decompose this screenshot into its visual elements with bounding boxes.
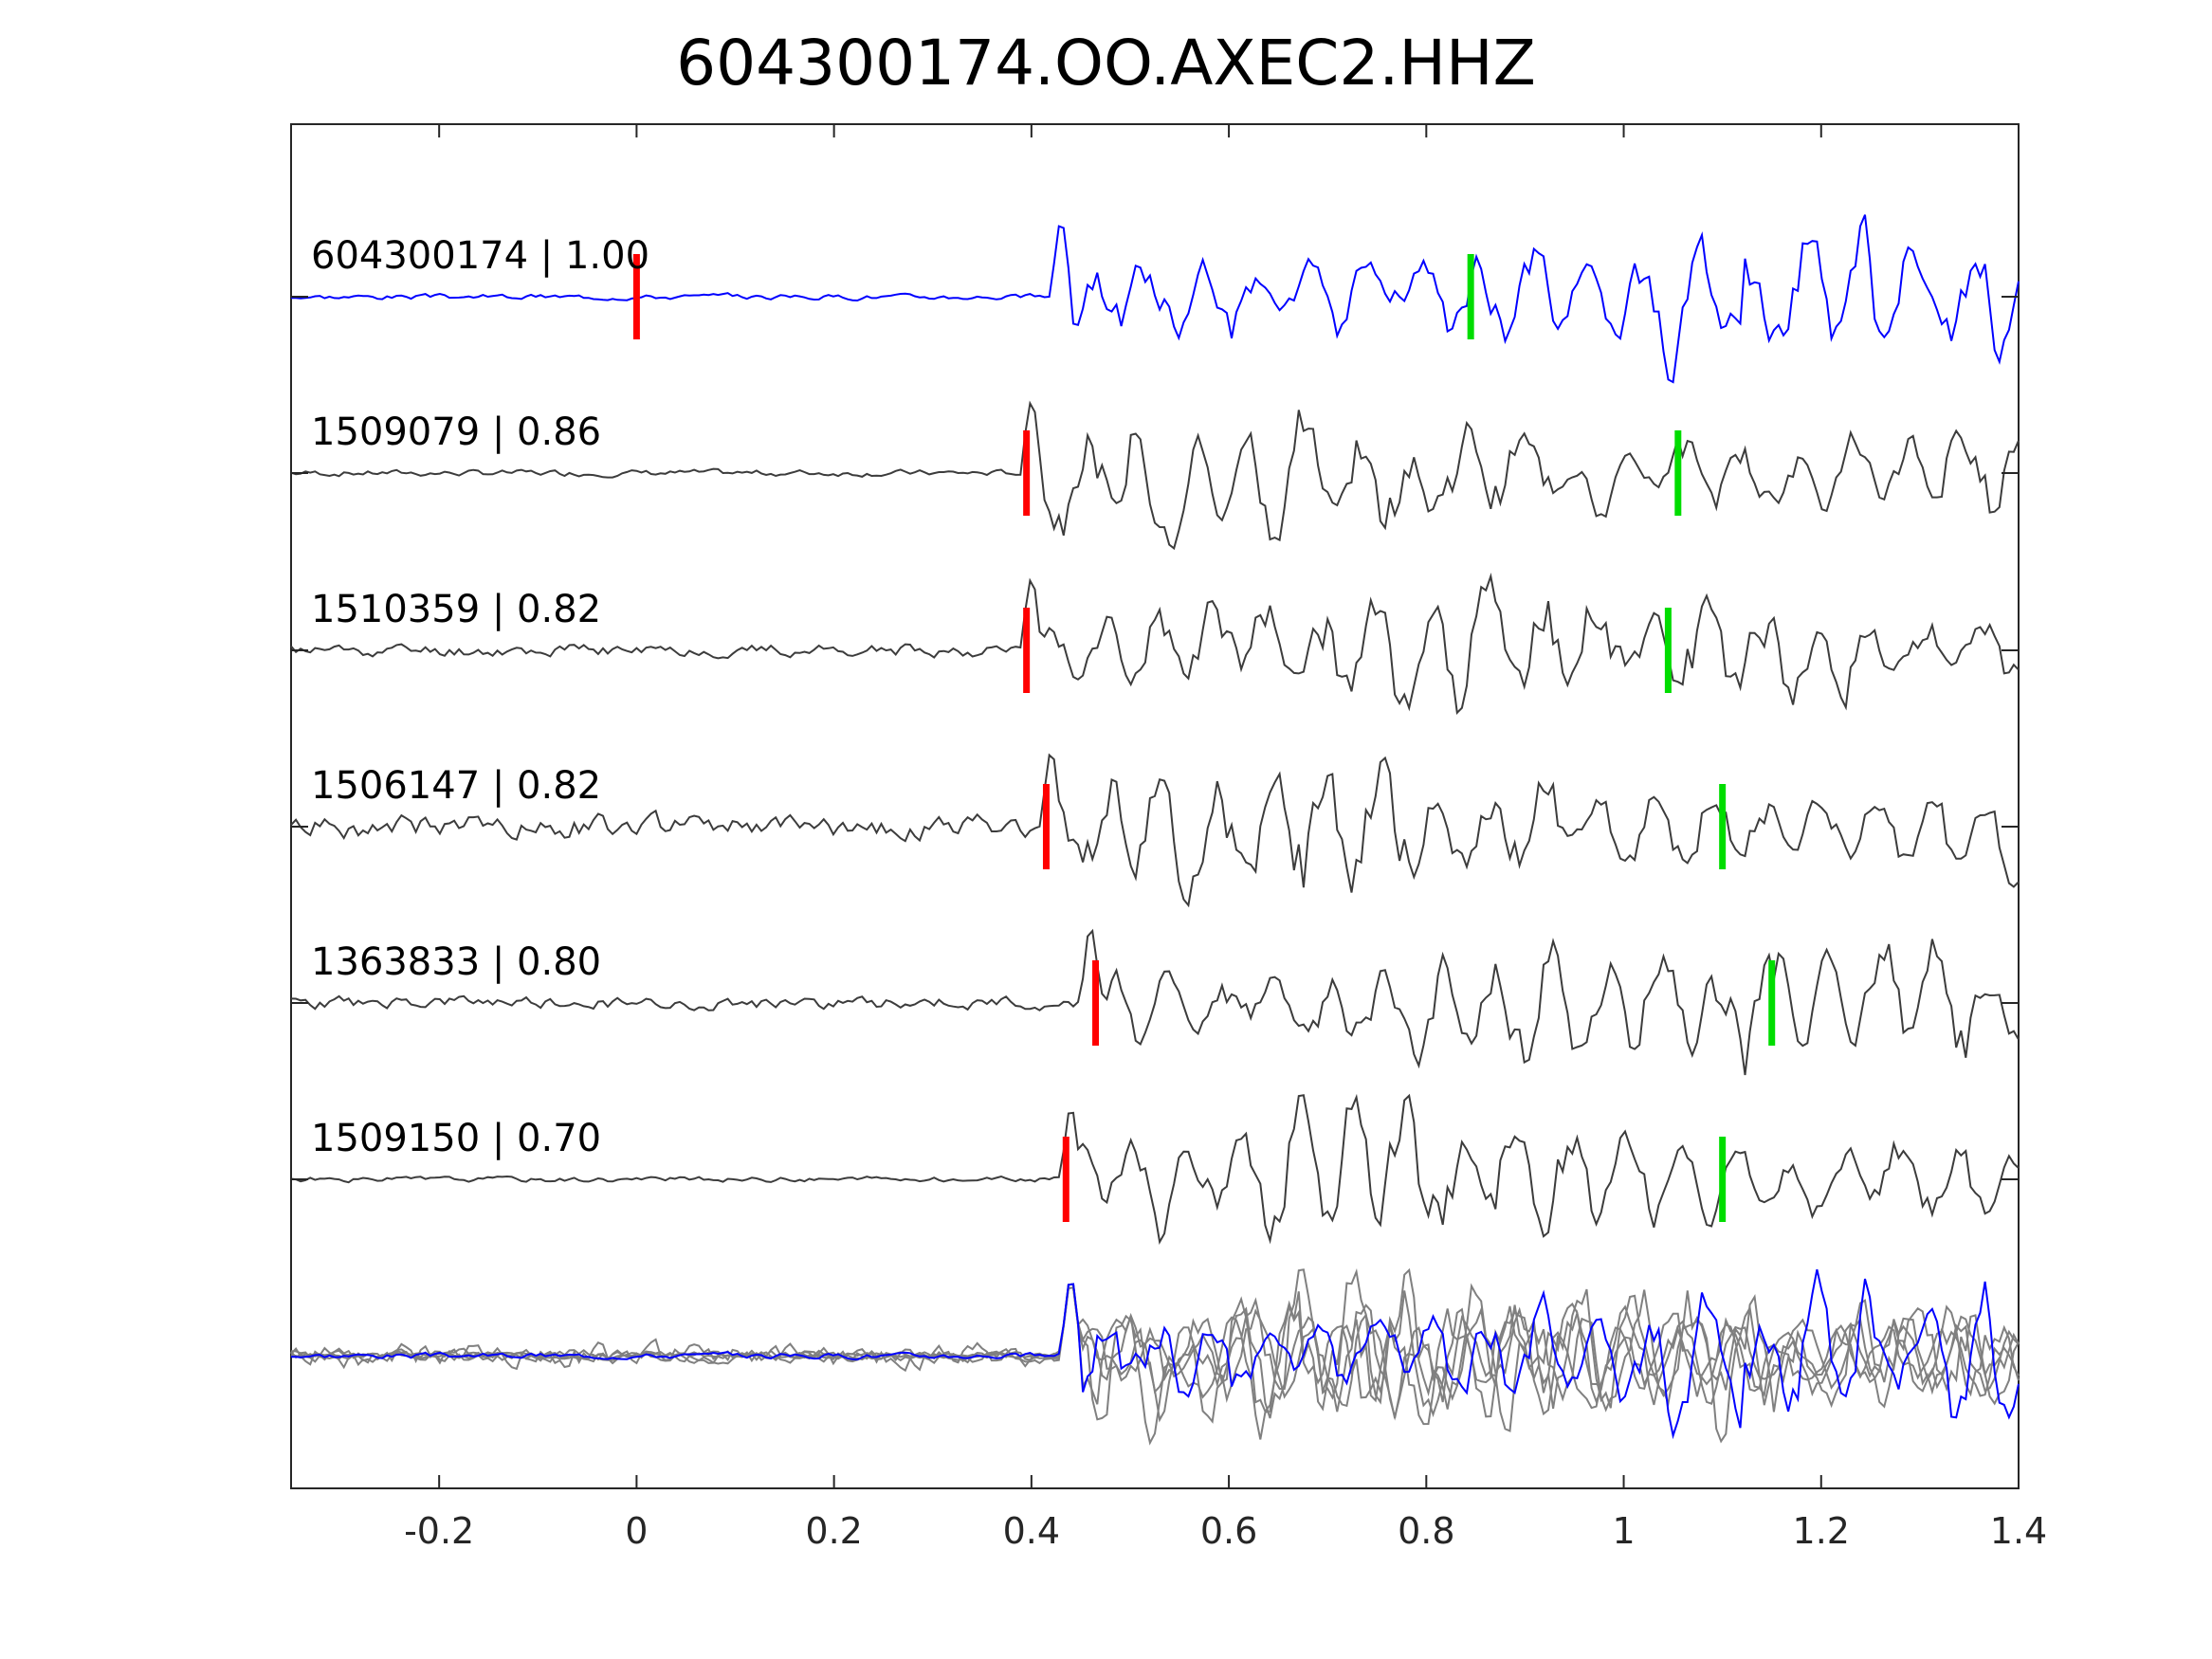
trace-line [291, 214, 2020, 384]
x-tick-label: 0.6 [1200, 1510, 1257, 1552]
overlay-trace [290, 1286, 2020, 1446]
overlay-reference-trace [290, 1268, 2020, 1440]
trace-label: 1506147 | 0.82 [311, 764, 601, 808]
trace-label: 1363833 | 0.80 [311, 940, 601, 984]
trace-label: 1510359 | 0.82 [311, 588, 601, 631]
x-axis-ticks: -0.2 0 0.2 0.4 0.6 0.8 1 1.2 1.4 [404, 124, 2047, 1552]
trace-line [290, 572, 2020, 715]
x-tick-label: 1.4 [1990, 1510, 2047, 1552]
trace-label: 604300174 | 1.00 [311, 234, 649, 278]
x-tick-label: 0.8 [1398, 1510, 1454, 1552]
waveform-traces: 604300174 | 1.00 1509079 | 0.86 1510359 | … [290, 214, 2020, 1246]
trace-label: 1509150 | 0.70 [311, 1117, 601, 1160]
trace-line [290, 1093, 2020, 1246]
x-tick-label: -0.2 [404, 1510, 474, 1552]
x-tick-label: 0.2 [805, 1510, 862, 1552]
plot-frame [290, 123, 2020, 1489]
trace-label: 1509079 | 0.86 [311, 410, 601, 454]
waveform-overlay [290, 1267, 2020, 1446]
trace-line [290, 928, 2020, 1076]
overlay-trace [290, 1267, 2020, 1423]
x-tick-label: 0.4 [1003, 1510, 1060, 1552]
chart-title: 604300174.OO.AXEC2.HHZ [676, 27, 1536, 100]
trace-line [290, 400, 2020, 551]
x-tick-label: 0 [625, 1510, 648, 1552]
x-tick-label: 1.2 [1793, 1510, 1850, 1552]
x-tick-label: 1 [1612, 1510, 1635, 1552]
trace-line [290, 753, 2020, 908]
